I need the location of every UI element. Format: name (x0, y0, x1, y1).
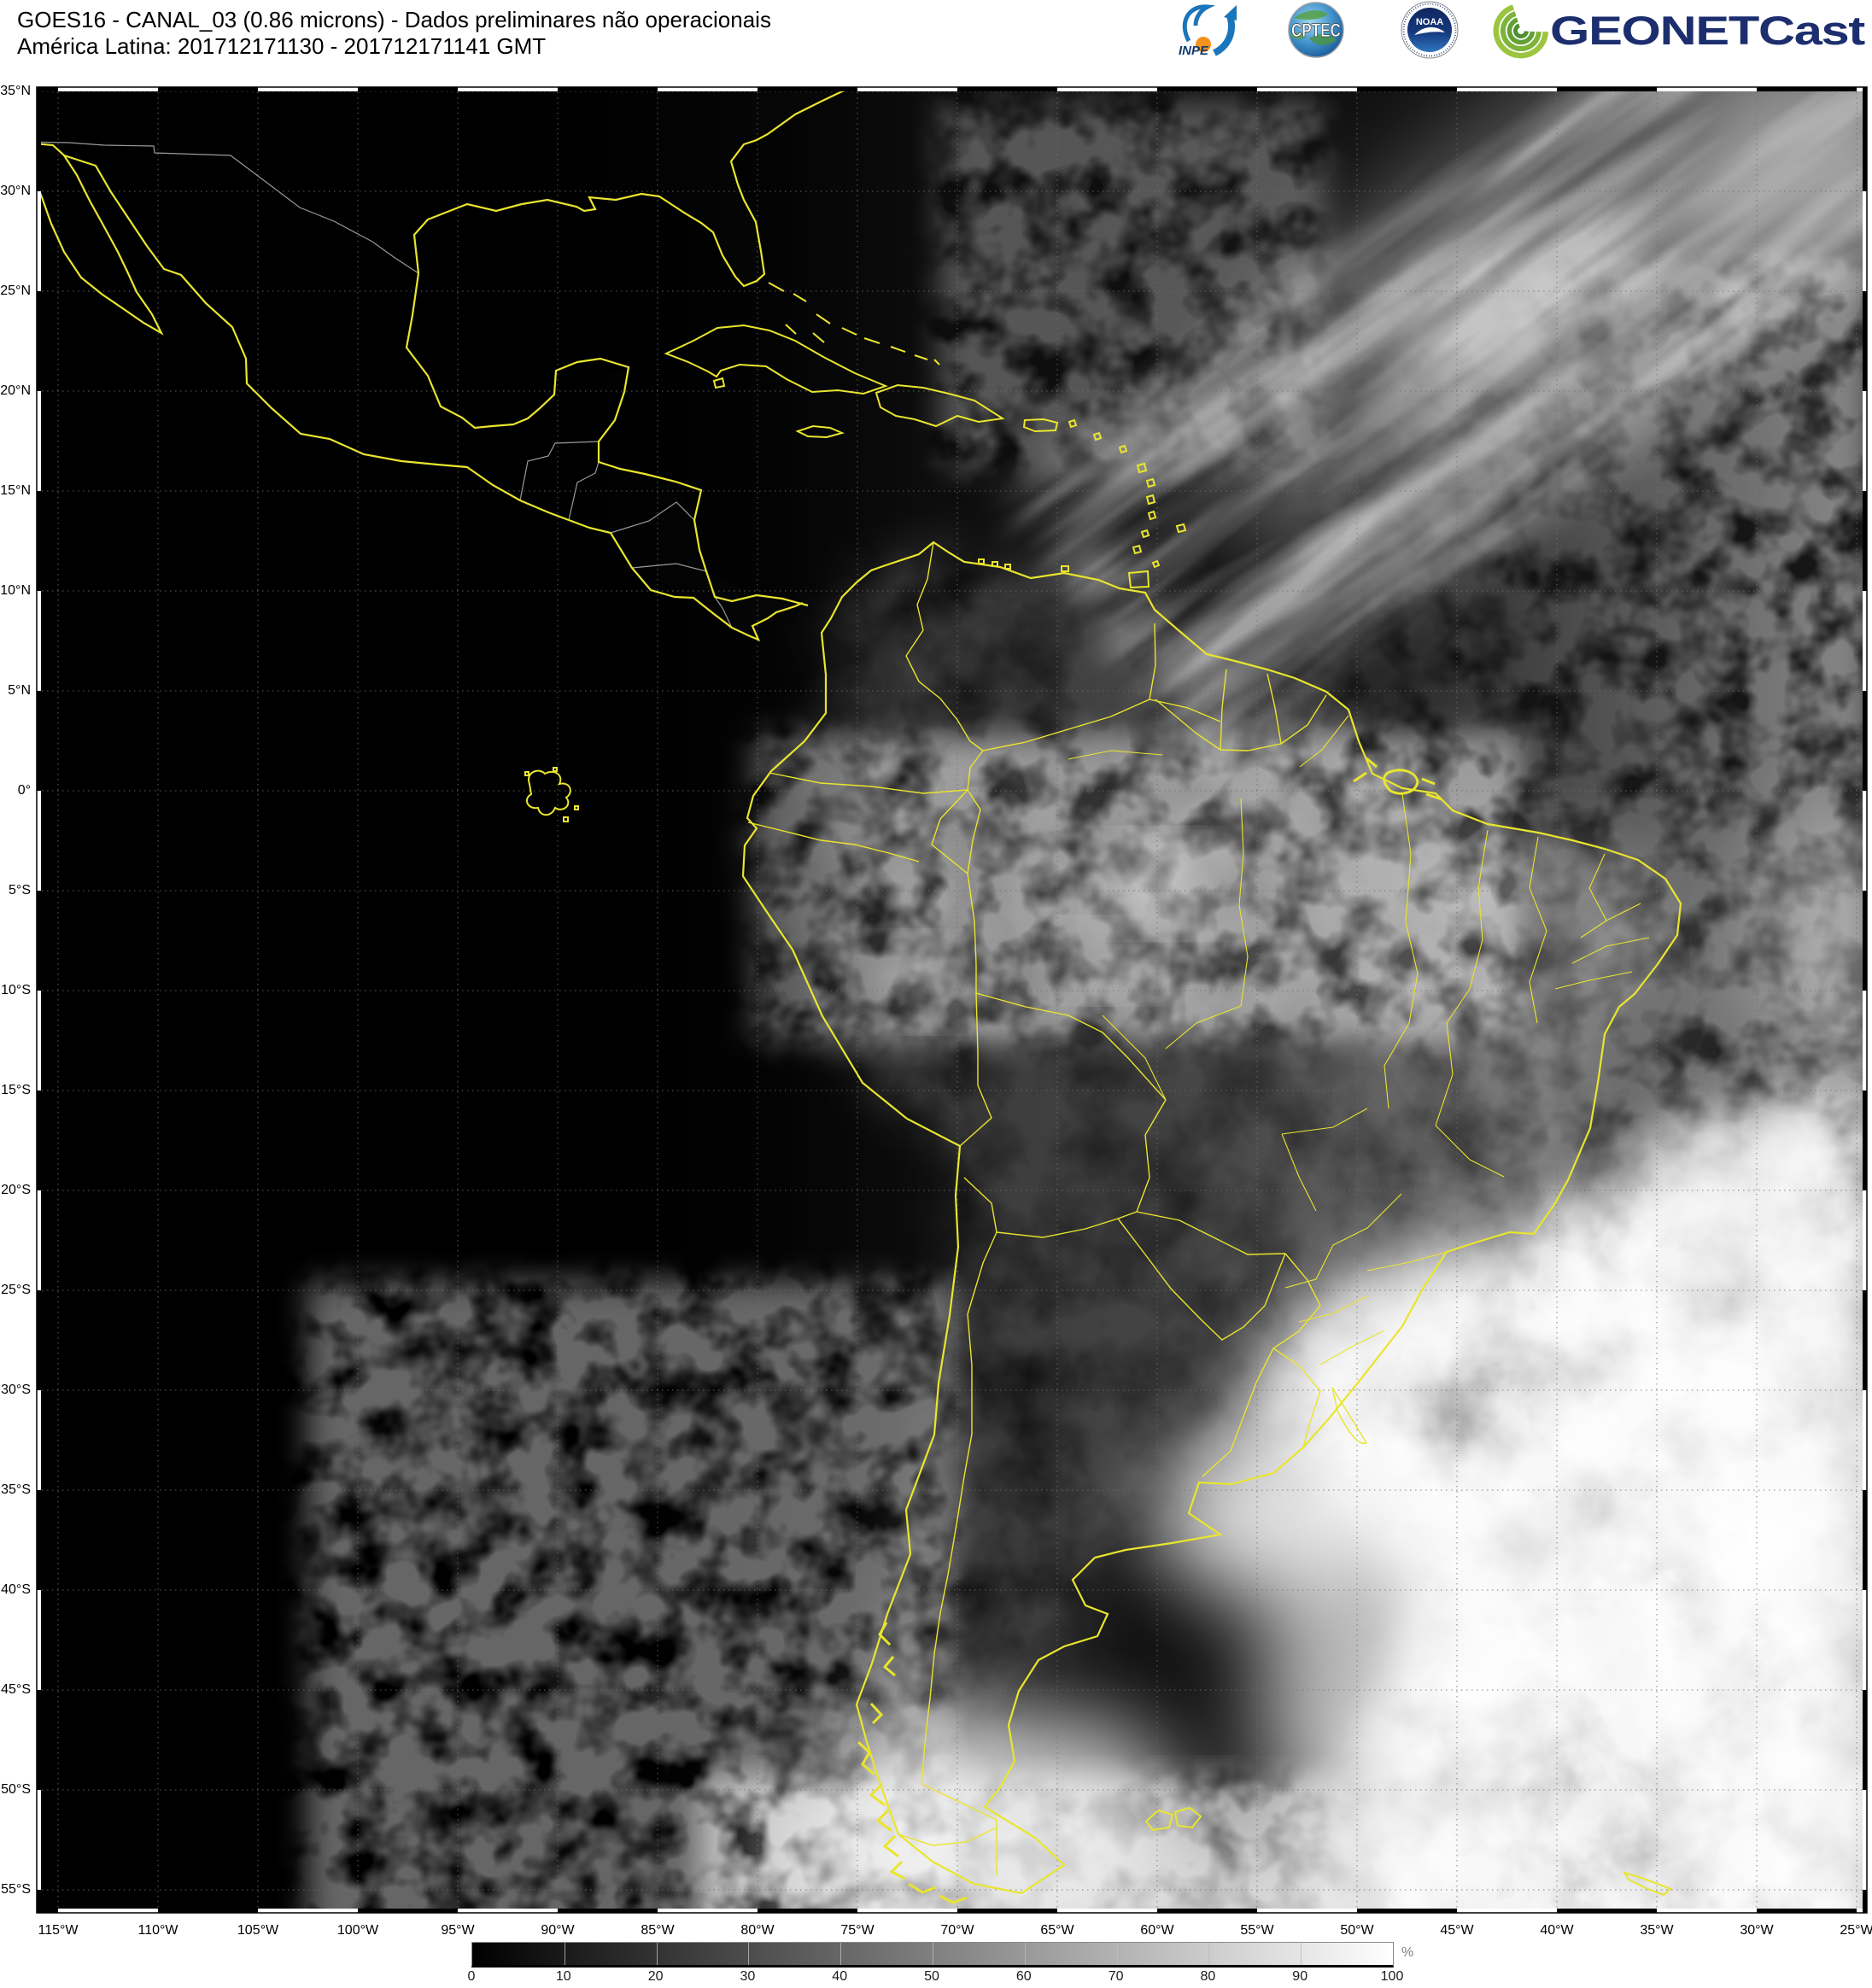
colorbar-divider (1301, 1943, 1302, 1965)
lon-label: 80°W (740, 1923, 775, 1938)
lat-label: 35°S (1, 1482, 31, 1497)
brazil-state-borders-yellow (1068, 715, 1650, 1365)
map-image-area (37, 87, 1867, 1913)
colorbar-divider (1116, 1943, 1118, 1965)
lon-label: 95°W (441, 1923, 475, 1938)
cptec-logo-icon: CPTEC (1288, 2, 1344, 58)
cloud-layer-pacific-dim (307, 102, 1349, 1913)
colorbar-unit-label: % (1401, 1945, 1414, 1960)
lon-label: 50°W (1340, 1923, 1374, 1938)
colorbar-divider (840, 1943, 842, 1965)
lon-label: 25°W (1840, 1923, 1872, 1938)
patagonia-fjords-yellow (857, 1622, 968, 1904)
lat-label: 30°S (1, 1383, 31, 1397)
lat-label: 10°S (1, 983, 31, 997)
colorbar-tick: 30 (740, 1969, 756, 1984)
political-borders-gray (37, 141, 733, 629)
lon-label: 65°W (1040, 1923, 1074, 1938)
latitude-axis: 35°N 30°N 25°N 20°N 15°N 10°N 5°N 0° 5°S 10°S 15°S… (0, 0, 34, 1988)
lon-label: 85°W (641, 1923, 675, 1938)
lon-label: 110°W (137, 1923, 178, 1938)
image-header: GOES16 - CANAL_03 (0.86 microns) - Dados… (17, 7, 771, 60)
colorbar-tick: 40 (832, 1969, 848, 1984)
lat-label: 30°N (0, 184, 31, 198)
lon-label: 55°W (1240, 1923, 1274, 1938)
lon-label: 35°W (1640, 1923, 1674, 1938)
lon-label: 105°W (237, 1923, 279, 1938)
header-title-line1: GOES16 - CANAL_03 (0.86 microns) - Dados… (17, 7, 771, 32)
colorbar-tick: 100 (1380, 1969, 1404, 1984)
lat-label: 35°N (0, 84, 31, 98)
agency-logos: INPE CPTEC NOAA GEONETCast (1179, 1, 1867, 59)
longitude-axis: 115°W 110°W 105°W 100°W 95°W 90°W 85°W 80°W 75°W… (0, 1923, 1872, 1942)
lon-label: 70°W (940, 1923, 974, 1938)
lon-label: 100°W (336, 1923, 379, 1938)
colorbar-divider (656, 1943, 658, 1965)
noaa-logo-icon: NOAA (1401, 1, 1459, 59)
colorbar-tick: 10 (555, 1969, 571, 1984)
lon-label: 30°W (1740, 1923, 1774, 1938)
lat-label: 15°S (1, 1083, 31, 1097)
lat-label: 25°N (0, 284, 31, 298)
lon-label: 45°W (1440, 1923, 1474, 1938)
inpe-logo-label: INPE (1179, 44, 1209, 58)
geonetcast-logo-label: GEONETCast (1550, 8, 1866, 53)
colorbar-tick: 90 (1292, 1969, 1308, 1984)
lon-label: 75°W (840, 1923, 875, 1938)
colorbar-divider (1208, 1943, 1210, 1965)
map-frame (36, 86, 1868, 1914)
lat-label: 5°S (9, 883, 31, 898)
lat-label: 10°N (0, 583, 31, 598)
lon-label: 115°W (38, 1923, 79, 1938)
lon-label: 60°W (1140, 1923, 1174, 1938)
colorbar-tick: 70 (1108, 1969, 1124, 1984)
noaa-logo-label: NOAA (1416, 17, 1443, 27)
inpe-logo-icon: INPE (1179, 4, 1237, 58)
colorbar-tick: 0 (467, 1969, 476, 1984)
lat-label: 55°S (1, 1882, 31, 1897)
lat-label: 45°S (1, 1682, 31, 1697)
coastlines-yellow (37, 87, 1682, 1904)
lat-label: 20°N (0, 383, 31, 398)
header-title-line2: América Latina: 201712171130 - 201712171… (17, 33, 547, 59)
colorbar-tick: 60 (1015, 1969, 1032, 1984)
geonetcast-logo-icon: GEONETCast (1493, 4, 1867, 59)
lon-label: 90°W (541, 1923, 575, 1938)
colorbar-divider (1024, 1943, 1026, 1965)
colorbar-tick: 50 (924, 1969, 939, 1984)
amazon-delta-yellow (1353, 757, 1442, 801)
lat-label: 50°S (1, 1782, 31, 1797)
islands-yellow (524, 282, 1672, 1897)
lat-label: 0° (17, 783, 31, 798)
colorbar-tick: 20 (647, 1969, 664, 1984)
lat-label: 25°S (1, 1283, 31, 1297)
lat-label: 40°S (1, 1582, 31, 1597)
lat-label: 20°S (1, 1183, 31, 1197)
colorbar-divider (748, 1943, 750, 1965)
reflectance-colorbar (471, 1942, 1394, 1968)
lat-label: 15°N (0, 483, 31, 498)
colorbar-tick-labels: 0 10 20 30 40 50 60 70 80 90 100 (467, 1969, 1411, 1986)
country-borders-yellow (747, 541, 1327, 1875)
lat-label: 5°N (8, 683, 31, 698)
cptec-logo-label: CPTEC (1291, 20, 1341, 41)
lon-label: 40°W (1540, 1923, 1574, 1938)
colorbar-tick: 80 (1200, 1969, 1216, 1984)
graticule-grid (37, 87, 1867, 1913)
